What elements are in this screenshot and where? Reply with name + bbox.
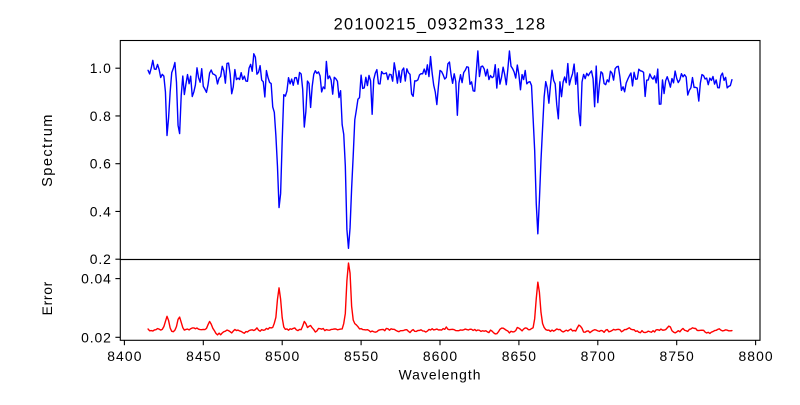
svg-text:8650: 8650 bbox=[502, 348, 537, 364]
svg-text:8450: 8450 bbox=[186, 348, 221, 364]
svg-text:Wavelength: Wavelength bbox=[399, 366, 482, 382]
svg-text:8800: 8800 bbox=[738, 348, 773, 364]
svg-text:8600: 8600 bbox=[423, 348, 458, 364]
svg-text:8550: 8550 bbox=[344, 348, 379, 364]
svg-text:8750: 8750 bbox=[660, 348, 695, 364]
svg-text:1.0: 1.0 bbox=[90, 60, 112, 76]
svg-text:0.2: 0.2 bbox=[90, 251, 112, 267]
svg-text:8400: 8400 bbox=[107, 348, 142, 364]
svg-text:0.6: 0.6 bbox=[90, 156, 112, 172]
svg-text:Error: Error bbox=[39, 281, 55, 315]
svg-text:8500: 8500 bbox=[265, 348, 300, 364]
svg-text:0.02: 0.02 bbox=[81, 329, 112, 345]
svg-text:20100215_0932m33_128: 20100215_0932m33_128 bbox=[334, 15, 547, 33]
svg-text:0.04: 0.04 bbox=[81, 271, 112, 287]
svg-text:Spectrum: Spectrum bbox=[40, 113, 56, 187]
svg-text:8700: 8700 bbox=[581, 348, 616, 364]
svg-text:0.4: 0.4 bbox=[90, 203, 112, 219]
svg-text:0.8: 0.8 bbox=[90, 108, 112, 124]
